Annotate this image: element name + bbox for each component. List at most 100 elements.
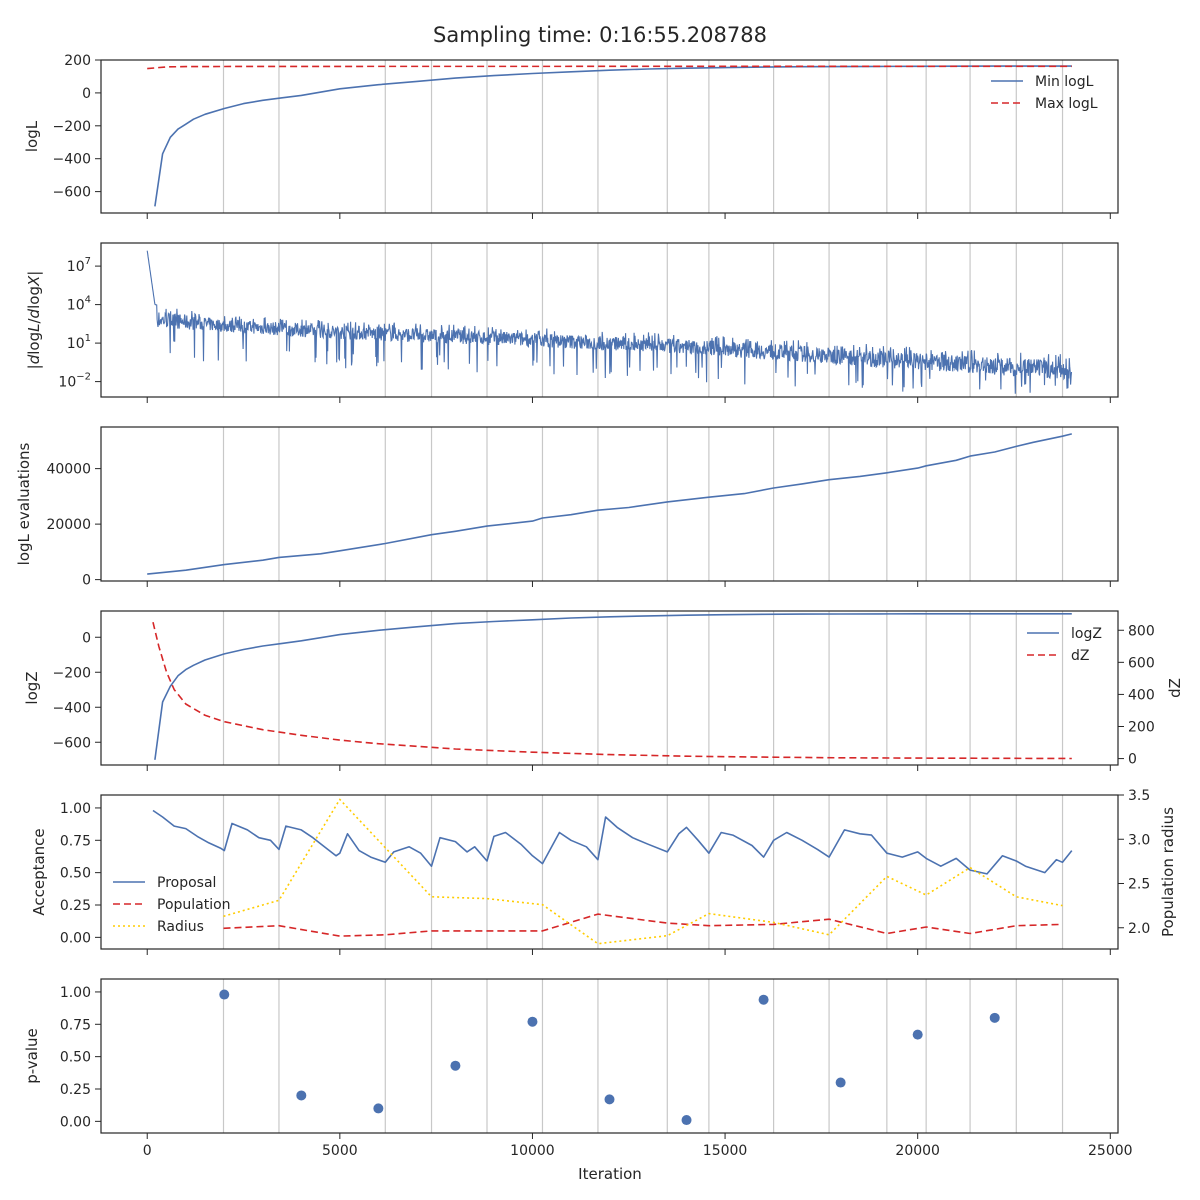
y-tick-label: −200: [53, 665, 91, 681]
p-value-point: [989, 1012, 1000, 1023]
y-tick-label: 0.75: [60, 1017, 91, 1033]
panel-acceptance: 0.00 0.25 0.50 0.75 1.00 2.0 2.5 3.0 3.5 Populati…: [30, 788, 1177, 955]
y2-tick-label: 600: [1128, 655, 1155, 671]
radius-series-line: [223, 798, 1063, 945]
panel-p-value: 0.00 0.25 0.50 0.75 1.00 p-value 0 5000 10000 150…: [23, 978, 1133, 1159]
p-value-point: [527, 1016, 538, 1027]
p-value-point: [835, 1077, 846, 1088]
max-logl-series-line: [147, 65, 1072, 70]
y-tick-label: −600: [53, 735, 91, 751]
x-tick-label: 25000: [1088, 1143, 1133, 1159]
y2-tick-label: 2.5: [1128, 877, 1150, 893]
legend: Min logL Max logL: [991, 74, 1098, 112]
y2-tick-label: 3.5: [1128, 788, 1150, 804]
y-tick-label: 1.00: [60, 801, 91, 817]
y-tick-label: −200: [53, 119, 91, 135]
legend-entry: Proposal: [157, 875, 216, 891]
y2-axis-label: dZ: [1166, 678, 1184, 698]
x-tick-label: 15000: [703, 1143, 748, 1159]
p-value-point: [912, 1029, 923, 1040]
y2-tick-label: 2.0: [1128, 921, 1150, 937]
p-value-point: [373, 1103, 384, 1114]
y-tick-label: −600: [53, 185, 91, 201]
plot-area: [101, 427, 1118, 581]
y2-tick-label: 200: [1128, 720, 1155, 736]
y-tick-label: 0.50: [60, 1050, 91, 1066]
p-value-point: [758, 994, 769, 1005]
y-axis-label: |dlogL/dlogX|: [25, 271, 43, 370]
y-tick-label: 0: [82, 630, 91, 646]
y2-tick-label: 3.0: [1128, 832, 1150, 848]
y-tick-label: −400: [53, 152, 91, 168]
y2-tick-label: 800: [1128, 623, 1155, 639]
x-tick-label: 20000: [895, 1143, 940, 1159]
y-tick-label: 0.75: [60, 833, 91, 849]
legend-entry: Radius: [157, 919, 204, 935]
y2-tick-label: 0: [1128, 752, 1137, 768]
plot-area: [101, 60, 1118, 213]
y-tick-label: 10−2: [58, 372, 91, 391]
plot-area: [101, 979, 1118, 1133]
y-axis-label: logL evaluations: [15, 442, 33, 565]
y-tick-label: 0.00: [60, 1114, 91, 1130]
y-tick-label: 104: [67, 295, 91, 314]
y-tick-label: 0: [82, 86, 91, 102]
axes-frame: [100, 794, 1119, 950]
plot-area: [101, 795, 1118, 949]
y-axis-label: logZ: [23, 671, 41, 704]
panel-logl: −600 −400 −200 0 200 logL Min logL Max logL: [23, 53, 1119, 219]
p-value-point: [450, 1060, 461, 1071]
logz-series-line: [154, 612, 1072, 760]
derivative-series-line: [146, 250, 1073, 394]
y-tick-label: 20000: [46, 517, 91, 533]
x-axis-label: Iteration: [578, 1165, 642, 1183]
y-tick-label: 107: [67, 256, 91, 275]
y2-tick-label: 400: [1128, 687, 1155, 703]
population-series-line: [223, 913, 1063, 937]
y-axis-label: Acceptance: [30, 828, 48, 915]
logl-evaluations-series-line: [147, 433, 1072, 575]
axes-frame: [100, 610, 1119, 766]
figure-title: Sampling time: 0:16:55.208788: [433, 23, 767, 47]
axes-frame: [100, 978, 1119, 1134]
legend-entry: logZ: [1071, 626, 1102, 642]
p-value-point: [681, 1115, 692, 1126]
panel-logz: −600 −400 −200 0 0 200 400 600 800 dZ logZ logZ dZ: [23, 610, 1184, 771]
p-value-point: [296, 1090, 307, 1101]
legend-entry: Min logL: [1035, 74, 1094, 90]
panel-dlogl-dlogx: 10−2 101 104 107 |dlogL/dlogX|: [25, 242, 1119, 403]
y-tick-label: 0: [82, 573, 91, 589]
y-tick-label: −400: [53, 700, 91, 716]
proposal-series-line: [152, 809, 1073, 875]
axes-frame: [100, 242, 1119, 398]
y-tick-label: 101: [67, 333, 91, 352]
plot-area: [101, 611, 1118, 765]
y2-axis-label: Population radius: [1159, 807, 1177, 937]
y-axis-label: logL: [23, 120, 41, 152]
y-tick-label: 0.00: [60, 930, 91, 946]
x-tick-label: 10000: [510, 1143, 555, 1159]
panel-logl-evaluations: 0 20000 40000 logL evaluations: [15, 426, 1119, 589]
y-tick-label: 0.50: [60, 866, 91, 882]
dz-series-line: [152, 622, 1072, 760]
p-value-point: [219, 989, 230, 1000]
p-value-point: [604, 1094, 615, 1105]
y-axis-label: p-value: [23, 1028, 41, 1084]
legend: Proposal Population Radius: [113, 875, 231, 935]
axes-frame: [100, 426, 1119, 582]
panels: −600 −400 −200 0 200 logL Min logL Max logL 10−2…: [15, 53, 1184, 1159]
min-logl-series-line: [154, 65, 1072, 207]
y-tick-label: 0.25: [60, 898, 91, 914]
y-tick-label: 200: [64, 53, 91, 69]
y-tick-label: 1.00: [60, 985, 91, 1001]
axes-frame: [100, 59, 1119, 214]
legend-entry: dZ: [1071, 648, 1089, 664]
x-tick-label: 5000: [322, 1143, 358, 1159]
y-tick-label: 40000: [46, 462, 91, 478]
legend: logZ dZ: [1027, 626, 1102, 664]
y-tick-label: 0.25: [60, 1082, 91, 1098]
legend-entry: Population: [157, 897, 231, 913]
x-tick-label: 0: [143, 1143, 152, 1159]
legend-entry: Max logL: [1035, 96, 1098, 112]
